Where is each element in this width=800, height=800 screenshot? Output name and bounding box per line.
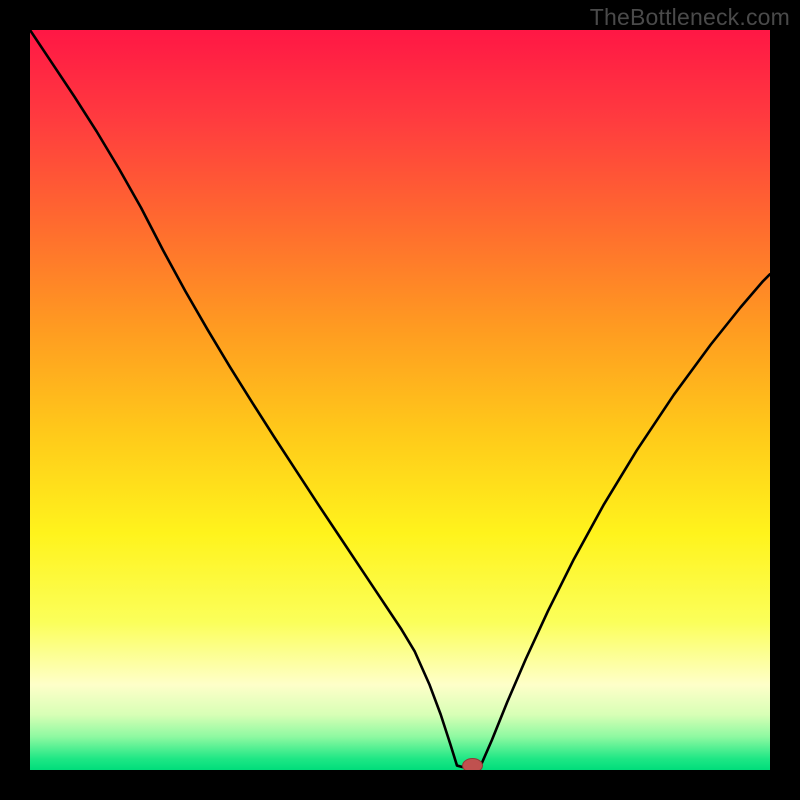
chart-svg xyxy=(30,30,770,770)
chart-stage: TheBottleneck.com xyxy=(0,0,800,800)
optimum-marker xyxy=(463,759,483,770)
bottleneck-chart xyxy=(30,30,770,770)
watermark-text: TheBottleneck.com xyxy=(590,4,790,31)
chart-background xyxy=(30,30,770,770)
